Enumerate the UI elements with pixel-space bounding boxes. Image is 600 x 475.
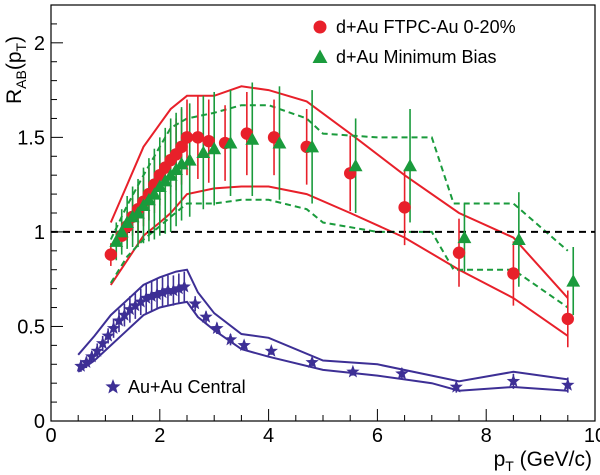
au-au-central-sys-lower-band [77, 300, 568, 392]
d-au-minimum-bias-point [114, 225, 129, 238]
x-axis-title-sub: T [505, 458, 514, 474]
d-au-minimum-bias-point [566, 274, 581, 287]
d-au-minimum-bias-sys-upper-band [109, 104, 569, 252]
d-au-ftpc-au-0-20-sys-upper-band [109, 85, 569, 299]
x-tick-label: 6 [372, 425, 383, 447]
x-tick-label: 4 [263, 425, 274, 447]
au-au-central-point [166, 283, 181, 297]
y-axis-title-end: ) [3, 36, 26, 43]
y-tick-label: 0.5 [17, 316, 45, 338]
d-au-minimum-bias-point [348, 158, 363, 172]
au-au-central-point [123, 302, 137, 316]
au-au-central-point [74, 359, 88, 372]
y-tick-label: 0 [34, 411, 45, 433]
d-au-ftpc-au-0-20-point [507, 267, 520, 280]
d-au-ftpc-au-0-20-point [175, 140, 188, 154]
au-au-central-point [264, 344, 278, 357]
x-tick-label: 0 [45, 425, 56, 447]
d-au-minimum-bias-point [196, 145, 211, 159]
x-tick-label: 8 [481, 425, 492, 447]
au-au-central-point [210, 321, 224, 334]
x-axis-title-main: p [494, 448, 506, 471]
legend-label-d-au-minimum-bias: d+Au Minimum Bias [336, 47, 497, 67]
d-au-minimum-bias-point [147, 187, 162, 200]
y-axis-title-mid: (p [3, 51, 26, 70]
au-au-central-point [305, 355, 319, 368]
d-au-minimum-bias-point [272, 136, 287, 149]
d-au-minimum-bias-point [403, 158, 417, 172]
legend-marker-au-au-central [105, 379, 121, 394]
d-au-minimum-bias-point [305, 139, 320, 153]
au-au-central-point [223, 332, 238, 346]
au-au-central-point [506, 374, 521, 387]
au-au-central-point [161, 283, 175, 297]
legend-marker-d-au-minimum-bias [312, 49, 328, 63]
d-au-ftpc-au-0-20-point [180, 131, 194, 144]
au-au-central-point [96, 336, 110, 350]
d-au-ftpc-au-0-20-point [398, 201, 411, 214]
y-tick-label: 1.5 [17, 127, 45, 149]
au-au-central-point [101, 328, 115, 342]
au-au-central-point [90, 344, 104, 357]
x-tick-label: 2 [154, 425, 165, 447]
d-au-ftpc-au-0-20-point [202, 134, 215, 148]
d-au-minimum-bias-point [207, 141, 222, 155]
au-au-central-point [561, 378, 575, 391]
y-axis-title-main: R [3, 89, 26, 104]
legend-marker-d-au-ftpc-au-0-20 [313, 20, 327, 34]
au-au-central-point [145, 289, 159, 302]
x-axis-title: pT (GeV/c) [494, 448, 592, 474]
data-markers [74, 127, 581, 393]
au-au-central-point [155, 285, 170, 299]
y-axis-title: RAB(pT) [3, 36, 29, 104]
d-au-minimum-bias-point [174, 156, 189, 170]
au-au-central-point [177, 279, 191, 293]
au-au-central-point [112, 313, 126, 327]
systematic-bands [77, 85, 569, 392]
d-au-minimum-bias-point [109, 234, 124, 247]
y-tick-label: 1 [34, 222, 45, 244]
d-au-ftpc-au-0-20-point [104, 248, 118, 261]
y-axis-title-sub-ab: AB [13, 70, 29, 89]
d-au-minimum-bias-point [245, 132, 260, 145]
au-au-central-point [139, 291, 153, 304]
au-au-central-point [346, 364, 360, 378]
d-au-ftpc-au-0-20-point [452, 246, 466, 259]
au-au-central-point [150, 287, 164, 300]
au-au-central-point [199, 310, 213, 323]
au-au-central-sys-upper-band [77, 268, 568, 383]
error-bars [80, 82, 575, 393]
d-au-minimum-bias-point [131, 206, 145, 219]
au-au-central-point [79, 355, 93, 368]
legend: d+Au FTPC-Au 0-20% d+Au Minimum Bias Au+Au… [105, 17, 516, 397]
au-au-central-point [106, 321, 121, 334]
au-au-central-point [128, 298, 142, 312]
au-au-central-point [134, 294, 148, 308]
au-au-central-point [188, 296, 202, 310]
au-au-central-point [237, 338, 251, 351]
y-tick-label: 2 [34, 33, 45, 55]
legend-label-au-au-central: Au+Au Central [128, 377, 246, 397]
x-axis-title-unit: (GeV/c) [514, 448, 592, 471]
d-au-minimum-bias-point [182, 153, 197, 166]
au-au-central-point [85, 349, 99, 363]
legend-label-d-au-ftpc-au-0-20: d+Au FTPC-Au 0-20% [336, 17, 516, 37]
au-au-central-point [449, 380, 463, 393]
y-axis-title-sub-t: T [13, 42, 29, 51]
d-au-minimum-bias-point [457, 230, 472, 244]
d-au-minimum-bias-point [223, 136, 238, 149]
au-au-central-point [395, 366, 409, 380]
x-tick-label: 10 [584, 425, 600, 447]
d-au-ftpc-au-0-20-point [191, 131, 205, 144]
d-au-ftpc-au-0-20-point [561, 312, 574, 326]
au-au-central-point [172, 281, 186, 295]
d-au-minimum-bias-point [511, 232, 526, 245]
au-au-central-point [117, 308, 132, 321]
